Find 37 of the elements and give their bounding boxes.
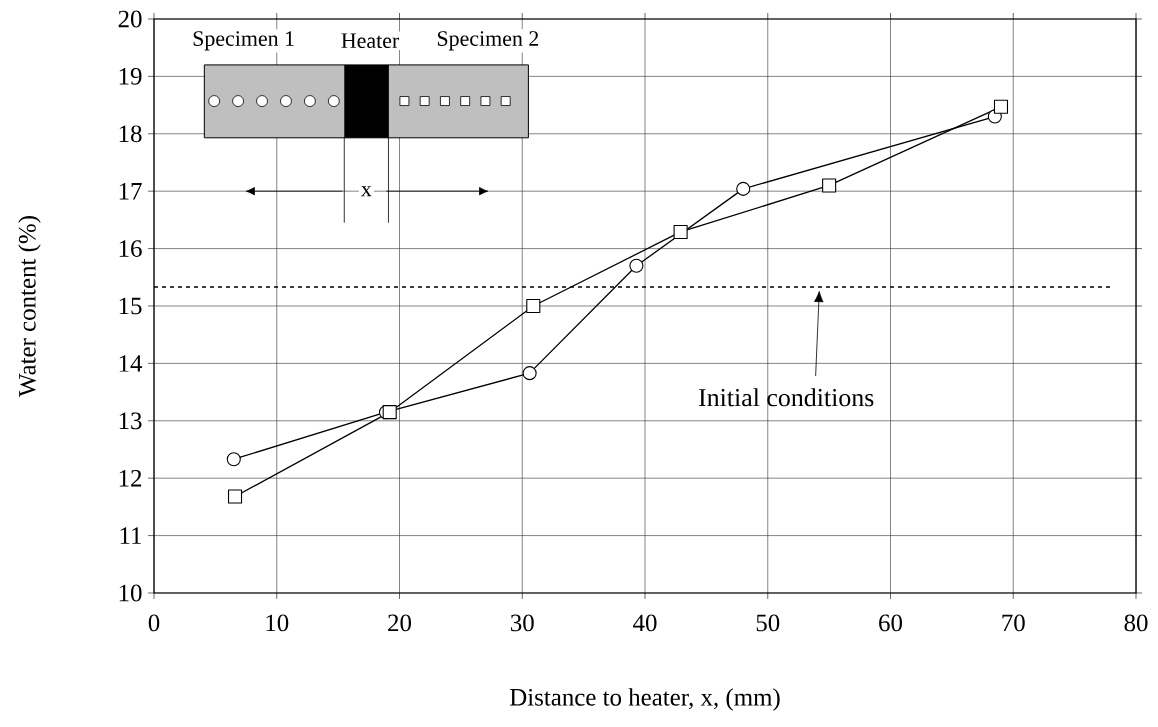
x-tick-label: 70 [1002,614,1025,632]
point [382,405,397,420]
y-tick-label: 13 [119,412,142,430]
y-tick-label: 15 [119,297,142,315]
y-tick-label: 10 [119,584,142,602]
y-tick-label: 11 [120,527,141,544]
x-tick-label: 60 [879,614,903,632]
y-tick-label: 17 [119,182,142,200]
y-tick-label: 12 [119,469,142,487]
y-tick-label: 16 [119,240,142,257]
point [673,224,688,239]
annotation: Specimen 1 [193,31,294,51]
point [822,178,837,193]
point [526,298,541,314]
y-axis-title: Water content (%) [18,216,41,397]
x-tick-label: 20 [388,614,412,632]
x-tick-label: 40 [633,614,657,632]
x-tick-label: 0 [148,614,160,632]
x-tick-label: 10 [266,614,289,632]
point [736,181,751,196]
y-tick-label: 18 [119,125,142,143]
x-axis-title: Distance to heater, x, (mm) [509,688,780,711]
x-tick-label: 30 [510,614,534,632]
point [226,452,241,467]
point [227,489,243,504]
point [993,99,1009,114]
y-tick-label: 14 [119,355,143,372]
point [629,258,644,273]
y-tick-label: 19 [119,68,142,85]
x-tick-label: 50 [756,614,780,632]
point [522,366,537,381]
annotation: x [361,186,372,197]
y-tick-label: 20 [118,10,142,28]
annotation: Specimen 2 [437,31,539,51]
ref-line-label: Initial conditions [698,388,874,407]
annotation: Heater [341,33,400,49]
x-tick-label: 80 [1124,614,1148,632]
